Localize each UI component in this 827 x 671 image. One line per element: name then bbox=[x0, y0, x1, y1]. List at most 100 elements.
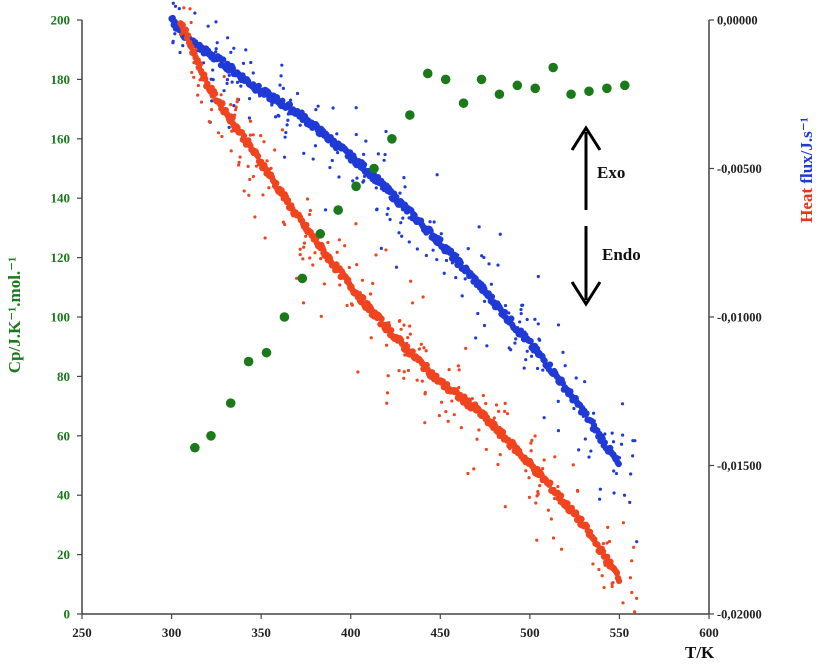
heat-flux-red-scatter-point bbox=[263, 236, 267, 240]
heat-flux-red-scatter-point bbox=[374, 253, 378, 257]
heat-flux-red-scatter-point bbox=[385, 391, 390, 395]
cp-data-point bbox=[405, 110, 415, 120]
heat-flux-red-scatter-point bbox=[505, 412, 510, 416]
heat-flux-blue-scatter-point bbox=[407, 240, 411, 244]
heat-flux-blue-scatter-point bbox=[379, 246, 383, 250]
x-tick-label: 250 bbox=[72, 625, 92, 640]
heat-flux-blue-scatter-point bbox=[631, 454, 635, 458]
heat-flux-red-scatter-point bbox=[402, 323, 406, 327]
heat-flux-blue-scatter-point bbox=[316, 104, 320, 108]
heat-flux-red-scatter-point bbox=[630, 559, 634, 563]
heat-flux-red-scatter-point bbox=[385, 401, 389, 405]
heat-flux-red-scatter-point bbox=[369, 336, 373, 340]
heat-flux-blue-scatter-point bbox=[522, 366, 526, 370]
heat-flux-red-scatter-point bbox=[236, 97, 240, 101]
heat-flux-blue-scatter-point bbox=[477, 225, 481, 229]
heat-flux-blue-scatter-point bbox=[598, 487, 602, 491]
heat-flux-red-scatter-point bbox=[406, 336, 410, 340]
heat-flux-blue-scatter-point bbox=[227, 73, 231, 77]
heat-flux-red-scatter-point bbox=[385, 343, 389, 347]
heat-flux-blue-scatter-point bbox=[193, 11, 197, 15]
heat-flux-blue-scatter-point bbox=[286, 118, 290, 122]
heat-flux-red-scatter-point bbox=[259, 133, 263, 138]
heat-flux-blue-scatter-point bbox=[563, 364, 567, 368]
heat-flux-red-scatter-point bbox=[229, 103, 233, 107]
heat-flux-red-curve-point bbox=[613, 569, 621, 577]
heat-flux-blue-scatter-point bbox=[222, 89, 226, 93]
heat-flux-blue-scatter-point bbox=[520, 303, 524, 307]
heat-flux-red-scatter-point bbox=[628, 576, 633, 580]
heat-flux-red-scatter-point bbox=[437, 413, 441, 418]
y-left-axis-label: Cp/J.K⁻¹.mol.⁻¹ bbox=[5, 257, 24, 373]
heat-flux-red-curve-point bbox=[557, 492, 565, 499]
heat-flux-blue-scatter-point bbox=[280, 63, 284, 67]
heat-flux-red-scatter-point bbox=[397, 369, 401, 373]
heat-flux-blue-scatter-point bbox=[397, 231, 401, 235]
heat-flux-red-scatter-point bbox=[492, 416, 496, 420]
heat-flux-blue-curve-point bbox=[452, 252, 459, 259]
heat-flux-red-scatter-point bbox=[248, 177, 252, 182]
heat-flux-red-scatter-point bbox=[498, 453, 502, 457]
heat-flux-blue-curve-point bbox=[437, 236, 444, 243]
heat-flux-blue-scatter-point bbox=[206, 24, 210, 28]
heat-flux-blue-scatter-point bbox=[583, 380, 587, 384]
heat-flux-blue-scatter-point bbox=[519, 307, 523, 312]
heat-flux-blue-scatter-point bbox=[598, 497, 602, 501]
heat-flux-red-scatter-point bbox=[534, 501, 538, 505]
heat-flux-blue-scatter-point bbox=[537, 337, 541, 341]
heat-flux-red-scatter-point bbox=[529, 449, 533, 453]
heat-flux-red-scatter-point bbox=[188, 7, 192, 11]
heat-flux-red-scatter-point bbox=[447, 367, 451, 372]
heat-flux-blue-scatter-point bbox=[385, 212, 389, 216]
cp-data-point bbox=[279, 312, 290, 322]
x-axis-ticks: 250 300 350 400 450 500 550 600 bbox=[72, 614, 719, 640]
heat-flux-blue-scatter-point bbox=[273, 115, 278, 119]
heat-flux-red-scatter-point bbox=[408, 324, 412, 328]
heat-flux-blue-scatter-point bbox=[361, 152, 366, 156]
heat-flux-blue-scatter-point bbox=[331, 106, 335, 110]
heat-flux-red-curve-point bbox=[254, 152, 262, 160]
heat-flux-red-scatter-point bbox=[371, 281, 375, 286]
heat-flux-red-scatter-point bbox=[529, 441, 533, 445]
left-tick-label: 120 bbox=[51, 250, 71, 265]
heat-flux-red-curve-point bbox=[202, 75, 209, 83]
heat-flux-red-scatter-point bbox=[535, 494, 539, 498]
right-axis-ticks: 0,00000 -0,00500 -0,01000 -0,01500 -0,02000 bbox=[709, 14, 762, 622]
heat-flux-blue-scatter-point bbox=[276, 113, 280, 117]
heat-flux-red-scatter-point bbox=[450, 399, 454, 403]
heat-flux-blue-scatter-point bbox=[388, 217, 392, 222]
left-tick-label: 200 bbox=[51, 13, 71, 28]
heat-flux-red-scatter-point bbox=[360, 278, 365, 282]
heat-flux-red-scatter-point bbox=[308, 212, 312, 217]
heat-flux-blue-scatter-point bbox=[173, 32, 177, 36]
heat-flux-blue-scatter-point bbox=[635, 540, 639, 544]
heat-flux-blue-scatter-point bbox=[337, 175, 341, 179]
heat-flux-red-scatter-point bbox=[319, 257, 323, 261]
heat-flux-red-scatter-point bbox=[477, 428, 481, 432]
x-tick-label: 300 bbox=[162, 625, 182, 640]
heat-flux-red-curve-point bbox=[182, 26, 190, 34]
heat-flux-blue-scatter-point bbox=[415, 247, 419, 251]
cp-data-point bbox=[315, 229, 326, 239]
heat-flux-red-scatter-point bbox=[556, 484, 560, 489]
heat-flux-blue-scatter-point bbox=[284, 130, 288, 135]
heat-flux-blue-scatter-point bbox=[621, 433, 625, 437]
heat-flux-blue-scatter-point bbox=[330, 158, 334, 163]
heat-flux-blue-scatter-point bbox=[283, 135, 287, 139]
heat-flux-red-scatter-point bbox=[248, 133, 253, 137]
heat-flux-blue-scatter-point bbox=[463, 277, 467, 281]
heat-flux-blue-scatter-point bbox=[336, 151, 340, 155]
heat-flux-red-scatter-point bbox=[304, 234, 308, 238]
heat-flux-blue-scatter-point bbox=[489, 282, 493, 286]
cp-data-point bbox=[387, 134, 397, 144]
heat-flux-red-scatter-point bbox=[551, 536, 556, 540]
heat-flux-blue-scatter-point bbox=[533, 317, 537, 321]
heat-flux-blue-scatter-point bbox=[524, 358, 528, 362]
heat-flux-red-curve-point bbox=[219, 100, 226, 107]
heat-flux-blue-scatter-point bbox=[314, 108, 318, 112]
cp-data-point bbox=[530, 83, 541, 94]
heat-flux-red-curve-point bbox=[615, 577, 623, 585]
heat-flux-blue-scatter-point bbox=[514, 337, 518, 341]
heat-flux-blue-scatter-point bbox=[230, 80, 234, 84]
heat-flux-red-scatter-point bbox=[368, 292, 373, 296]
